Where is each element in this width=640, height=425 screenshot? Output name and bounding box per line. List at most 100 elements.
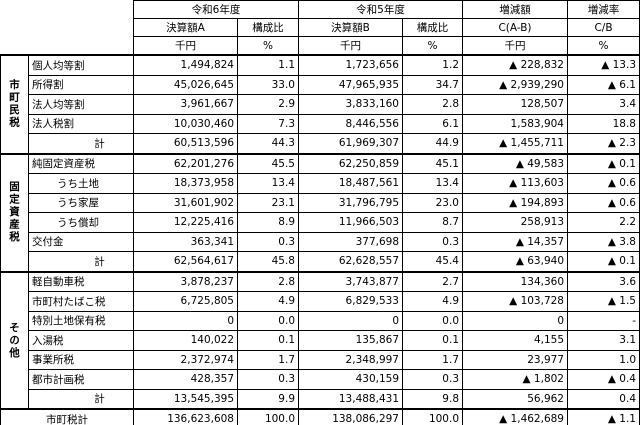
value-cell: 13.4	[237, 173, 299, 194]
value-cell: 1,494,824	[133, 54, 238, 76]
value-cell: 3.1	[567, 330, 640, 351]
value-cell: ▲ 2.3	[567, 133, 640, 154]
value-cell: 1,723,656	[298, 54, 403, 76]
header-row: 令和6年度 令和5年度 増減額 増減率	[0, 0, 640, 56]
value-cell: 62,628,557	[298, 251, 403, 272]
value-cell: 0.3	[237, 231, 299, 252]
year-header: 令和6年度	[133, 0, 299, 19]
value-cell: 9.8	[402, 388, 463, 410]
item-name: 入湯税	[28, 330, 134, 351]
value-cell: 1.0	[567, 349, 640, 370]
value-cell: 34.7	[402, 74, 463, 95]
value-cell: 23,977	[462, 349, 568, 370]
value-cell: 8,446,556	[298, 113, 403, 134]
data-row: 市町民税 個人均等割 1,494,824 1.1 1,723,656 1.2 ▲ 228,8…	[0, 54, 640, 154]
value-cell: 2.9	[237, 94, 299, 115]
total-value: 138,086,297	[298, 408, 403, 425]
value-cell: 18,373,958	[133, 173, 238, 194]
data-row: 市町村たばこ税 6,725,805 4.9 6,829,533 4.9 ▲ 103,728…	[1, 291, 640, 312]
diff-header: 増減額	[462, 0, 568, 19]
value-cell: 1.7	[402, 349, 463, 370]
value-cell: 2,348,997	[298, 349, 403, 370]
value-cell: 0	[133, 310, 238, 331]
value-cell: 7.3	[237, 113, 299, 134]
unit-label: %	[237, 36, 299, 56]
value-cell: 0	[298, 310, 403, 331]
total-value: 100.0	[237, 408, 299, 425]
value-cell: 428,357	[133, 369, 238, 390]
value-cell: 18,487,561	[298, 173, 403, 194]
item-name: 交付金	[28, 231, 134, 252]
value-cell: 3,743,877	[298, 270, 403, 292]
value-cell: 31,796,795	[298, 192, 403, 213]
item-name: うち家屋	[28, 192, 134, 213]
value-cell: 3.6	[567, 270, 640, 292]
value-cell: 0.3	[402, 369, 463, 390]
item-name: 市町村たばこ税	[28, 291, 134, 312]
item-name: 純固定資産税	[28, 152, 134, 174]
value-cell: ▲ 194,893	[462, 192, 568, 213]
value-cell: 45.8	[237, 251, 299, 272]
unit-label: 千円	[462, 36, 568, 56]
value-cell: ▲ 13.3	[567, 54, 640, 76]
total-value: 100.0	[402, 408, 463, 425]
value-cell: 128,507	[462, 94, 568, 115]
item-name: 事業所税	[28, 349, 134, 370]
value-cell: 1.7	[237, 349, 299, 370]
item-name: 計	[28, 388, 134, 410]
item-name: 軽自動車税	[28, 270, 134, 292]
value-cell: 0.0	[237, 310, 299, 331]
corner	[0, 0, 134, 56]
value-cell: 258,913	[462, 212, 568, 233]
value-cell: 23.0	[402, 192, 463, 213]
value-cell: 0.3	[402, 231, 463, 252]
item-name: うち償却	[28, 212, 134, 233]
value-cell: 9.9	[237, 388, 299, 410]
value-cell: 45,026,645	[133, 74, 238, 95]
total-value: ▲ 1.1	[567, 408, 640, 425]
value-cell: 0.1	[237, 330, 299, 351]
data-row: 交付金 363,341 0.3 377,698 0.3 ▲ 14,357 ▲ 3.8	[1, 231, 640, 252]
group-label: 固定資産税	[0, 152, 29, 272]
value-cell: 0.4	[567, 388, 640, 410]
value-cell: 31,601,902	[133, 192, 238, 213]
column-header: 構成比	[402, 18, 463, 37]
item-name: 個人均等割	[28, 54, 134, 76]
value-cell: ▲ 228,832	[462, 54, 568, 76]
value-cell: 6.1	[402, 113, 463, 134]
value-cell: 1.1	[237, 54, 299, 76]
value-cell: 0.0	[402, 310, 463, 331]
value-cell: 6,725,805	[133, 291, 238, 312]
item-name: 計	[28, 251, 134, 272]
data-row: 法人均等割 3,961,667 2.9 3,833,160 2.8 128,507 3.4	[1, 94, 640, 115]
value-cell: 3,961,667	[133, 94, 238, 115]
value-cell: ▲ 1,802	[462, 369, 568, 390]
data-row: 計 13,545,395 9.9 13,488,431 9.8 56,962 0.4	[1, 388, 640, 410]
value-cell: 140,022	[133, 330, 238, 351]
data-row: 計 60,513,596 44.3 61,969,307 44.9 ▲ 1,455,711…	[1, 133, 640, 154]
value-cell: ▲ 0.1	[567, 251, 640, 272]
group-label: 市町民税	[0, 54, 29, 154]
value-cell: ▲ 6.1	[567, 74, 640, 95]
value-cell: 62,564,617	[133, 251, 238, 272]
unit-label: 千円	[133, 36, 238, 56]
data-row: 都市計画税 428,357 0.3 430,159 0.3 ▲ 1,802 ▲ 0.4	[1, 369, 640, 390]
item-name: 所得割	[28, 74, 134, 95]
value-cell: 23.1	[237, 192, 299, 213]
value-cell: 62,201,276	[133, 152, 238, 174]
total-value: 136,623,608	[133, 408, 238, 425]
item-name: うち土地	[28, 173, 134, 194]
value-cell: 45.4	[402, 251, 463, 272]
value-cell: 45.5	[237, 152, 299, 174]
value-cell: 3,878,237	[133, 270, 238, 292]
value-cell: 18.8	[567, 113, 640, 134]
value-cell: ▲ 1,455,711	[462, 133, 568, 154]
value-cell: 62,250,859	[298, 152, 403, 174]
item-name: 都市計画税	[28, 369, 134, 390]
column-header: C(A-B)	[462, 18, 568, 37]
data-row: 特別土地保有税 0 0.0 0 0.0 0-	[1, 310, 640, 331]
value-cell: 13.4	[402, 173, 463, 194]
value-cell: 45.1	[402, 152, 463, 174]
unit-label: %	[567, 36, 640, 56]
